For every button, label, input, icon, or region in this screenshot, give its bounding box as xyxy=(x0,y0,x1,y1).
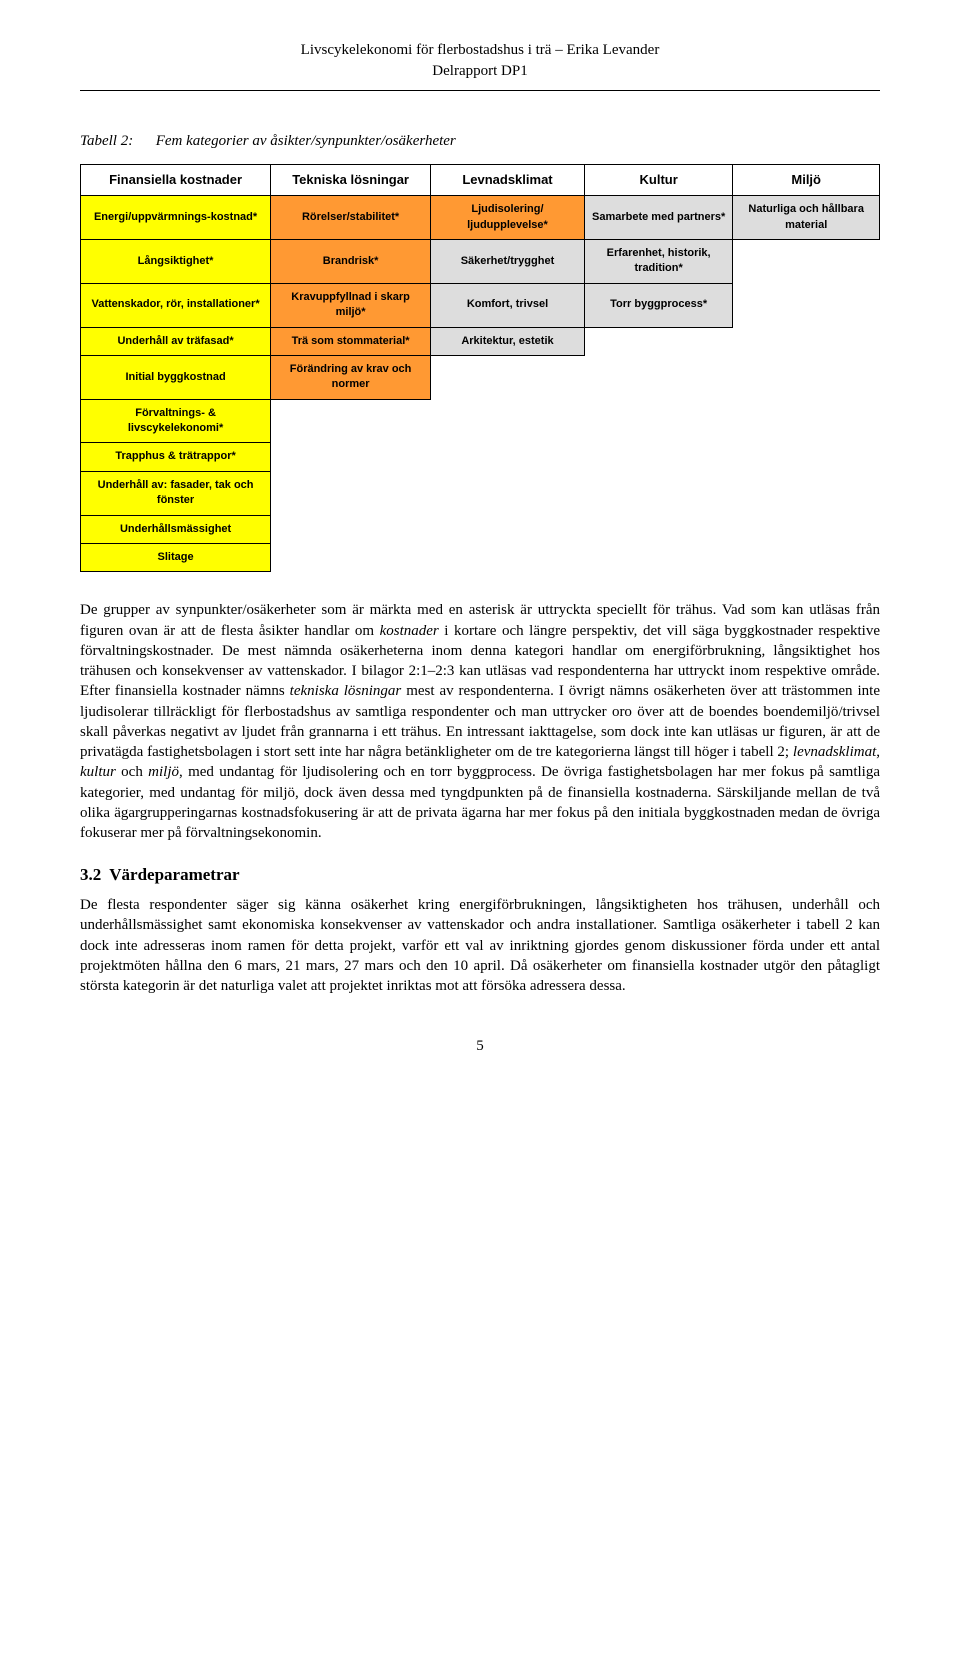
table-cell xyxy=(271,399,431,443)
table-cell xyxy=(733,399,880,443)
table-row: Trapphus & trätrappor* xyxy=(81,443,880,471)
para1-part: , med undantag för ljudisolering och en … xyxy=(80,764,880,841)
table-cell: Underhåll av: fasader, tak och fönster xyxy=(81,471,271,515)
table-cell: Naturliga och hållbara material xyxy=(733,196,880,240)
table-row: Initial byggkostnadFörändring av krav oc… xyxy=(81,355,880,399)
table-row: Slitage xyxy=(81,544,880,572)
table-cell xyxy=(584,327,732,355)
para1-part: och xyxy=(116,764,148,780)
table-cell xyxy=(431,399,585,443)
table-header-row: Finansiella kostnader Tekniska lösningar… xyxy=(81,165,880,196)
table-cell: Trä som stommaterial* xyxy=(271,327,431,355)
table-cell xyxy=(584,355,732,399)
table-cell: Initial byggkostnad xyxy=(81,355,271,399)
table-cell: Underhållsmässighet xyxy=(81,515,271,543)
body-paragraph-2: De flesta respondenter säger sig känna o… xyxy=(80,895,880,996)
table-cell: Förändring av krav och normer xyxy=(271,355,431,399)
col-header: Tekniska lösningar xyxy=(271,165,431,196)
header-title-line1: Livscykelekonomi för flerbostadshus i tr… xyxy=(80,40,880,61)
table-cell: Vattenskador, rör, installationer* xyxy=(81,283,271,327)
italic-term: levnadsklimat xyxy=(793,744,876,760)
table-cell xyxy=(431,544,585,572)
table-cell: Samarbete med partners* xyxy=(584,196,732,240)
table-cell xyxy=(431,355,585,399)
table-cell: Erfarenhet, historik, tradition* xyxy=(584,239,732,283)
para1-part: , xyxy=(876,744,880,760)
table-cell xyxy=(733,443,880,471)
table-cell xyxy=(584,471,732,515)
table-row: Energi/uppvärmnings-kostnad*Rörelser/sta… xyxy=(81,196,880,240)
page-number: 5 xyxy=(80,1036,880,1057)
table-cell xyxy=(733,544,880,572)
section-title: Värdeparametrar xyxy=(109,865,239,884)
table-cell: Komfort, trivsel xyxy=(431,283,585,327)
col-header: Levnadsklimat xyxy=(431,165,585,196)
table-cell: Underhåll av träfasad* xyxy=(81,327,271,355)
table-cell: Säkerhet/trygghet xyxy=(431,239,585,283)
table-body: Energi/uppvärmnings-kostnad*Rörelser/sta… xyxy=(81,196,880,572)
table-cell: Torr byggprocess* xyxy=(584,283,732,327)
table-cell: Kravuppfyllnad i skarp miljö* xyxy=(271,283,431,327)
table-cell: Ljudisolering/ ljudupplevelse* xyxy=(431,196,585,240)
table-cell xyxy=(584,399,732,443)
table-cell xyxy=(584,544,732,572)
header-title-line2: Delrapport DP1 xyxy=(80,61,880,82)
table-cell xyxy=(733,327,880,355)
table-cell xyxy=(271,443,431,471)
italic-term: kostnader xyxy=(380,623,439,639)
col-header: Kultur xyxy=(584,165,732,196)
table-cell xyxy=(431,443,585,471)
page-header: Livscykelekonomi för flerbostadshus i tr… xyxy=(80,40,880,82)
section-heading: 3.2 Värdeparametrar xyxy=(80,863,880,887)
table-cell xyxy=(271,471,431,515)
table-cell: Energi/uppvärmnings-kostnad* xyxy=(81,196,271,240)
table-row: Långsiktighet*Brandrisk*Säkerhet/trygghe… xyxy=(81,239,880,283)
table-cell: Förvaltnings- & livscykelekonomi* xyxy=(81,399,271,443)
table-cell xyxy=(733,515,880,543)
italic-term: miljö xyxy=(148,764,179,780)
section-number: 3.2 xyxy=(80,865,101,884)
table-cell: Trapphus & trätrappor* xyxy=(81,443,271,471)
table-cell xyxy=(584,443,732,471)
table-row: Underhåll av träfasad*Trä som stommateri… xyxy=(81,327,880,355)
table-cell xyxy=(733,239,880,283)
table-row: Underhåll av: fasader, tak och fönster xyxy=(81,471,880,515)
table-caption: Tabell 2: Fem kategorier av åsikter/synp… xyxy=(80,131,880,152)
table-cell: Rörelser/stabilitet* xyxy=(271,196,431,240)
categories-table: Finansiella kostnader Tekniska lösningar… xyxy=(80,164,880,572)
table-cell: Slitage xyxy=(81,544,271,572)
body-paragraph-1: De grupper av synpunkter/osäkerheter som… xyxy=(80,600,880,843)
table-cell xyxy=(271,515,431,543)
table-cell: Brandrisk* xyxy=(271,239,431,283)
italic-term: kultur xyxy=(80,764,116,780)
table-caption-label: Tabell 2: xyxy=(80,133,133,149)
table-row: Underhållsmässighet xyxy=(81,515,880,543)
col-header: Finansiella kostnader xyxy=(81,165,271,196)
table-cell xyxy=(733,471,880,515)
table-cell xyxy=(431,471,585,515)
table-row: Vattenskador, rör, installationer*Kravup… xyxy=(81,283,880,327)
table-cell: Arkitektur, estetik xyxy=(431,327,585,355)
table-cell xyxy=(584,515,732,543)
header-divider xyxy=(80,90,880,91)
table-row: Förvaltnings- & livscykelekonomi* xyxy=(81,399,880,443)
table-cell: Långsiktighet* xyxy=(81,239,271,283)
col-header: Miljö xyxy=(733,165,880,196)
table-cell xyxy=(733,283,880,327)
table-caption-text: Fem kategorier av åsikter/synpunkter/osä… xyxy=(156,133,456,149)
table-cell xyxy=(271,544,431,572)
table-cell xyxy=(431,515,585,543)
italic-term: tekniska lösningar xyxy=(290,683,402,699)
table-cell xyxy=(733,355,880,399)
